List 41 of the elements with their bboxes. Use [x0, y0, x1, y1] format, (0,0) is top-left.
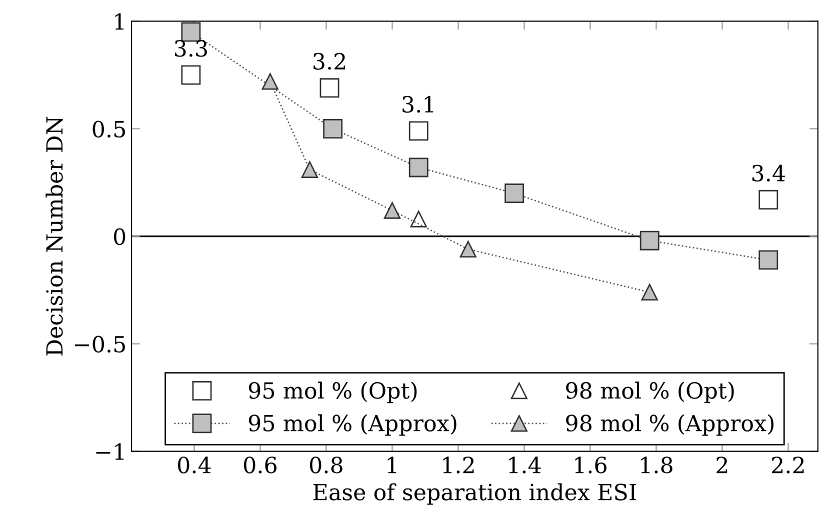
x-tick-label: 1.8	[641, 456, 672, 474]
point	[408, 121, 428, 141]
point	[323, 119, 343, 138]
y-tick-label: −0.5	[75, 336, 125, 353]
legend-label: 95 mol % (Opt)	[248, 382, 417, 404]
annotation: 3.1	[402, 96, 434, 113]
x-axis-title: Ease of separation index ESI	[313, 483, 636, 505]
annotation: 3.4	[752, 164, 785, 182]
x-tick-label: 1.2	[443, 456, 474, 474]
legend-label: 98 mol % (Approx)	[566, 414, 774, 436]
x-tick-label: 0.6	[244, 456, 276, 474]
legend-label: 95 mol % (Approx)	[248, 414, 456, 436]
point	[460, 240, 476, 258]
point	[181, 65, 201, 85]
annotation: 3.2	[314, 52, 345, 70]
point	[384, 202, 401, 219]
y-tick-label: −1	[96, 443, 124, 460]
x-tick-label: 0.8	[310, 456, 342, 474]
annotation: 3.3	[174, 40, 207, 57]
x-tick-label: 2	[716, 456, 728, 474]
point	[504, 184, 524, 204]
x-tick-label: 0.4	[178, 456, 211, 474]
point	[641, 284, 658, 301]
y-tick-label: 1	[115, 13, 124, 30]
x-tick-label: 1	[388, 456, 396, 474]
point	[320, 78, 340, 98]
x-tick-label: 2.2	[772, 456, 804, 474]
point	[758, 250, 778, 270]
y-axis-title: Decision Number DN	[46, 116, 63, 356]
x-tick-label: 1.4	[509, 456, 541, 474]
point	[640, 230, 660, 250]
point	[181, 22, 201, 42]
point	[758, 190, 778, 210]
y-tick-label: 0.5	[92, 120, 125, 138]
point	[410, 210, 427, 228]
point	[408, 158, 428, 178]
point	[301, 161, 318, 178]
legend-label: 98 mol % (Opt)	[566, 382, 734, 404]
point	[262, 73, 278, 90]
y-tick-label: 0	[114, 228, 126, 246]
x-tick-label: 1.6	[575, 456, 606, 474]
